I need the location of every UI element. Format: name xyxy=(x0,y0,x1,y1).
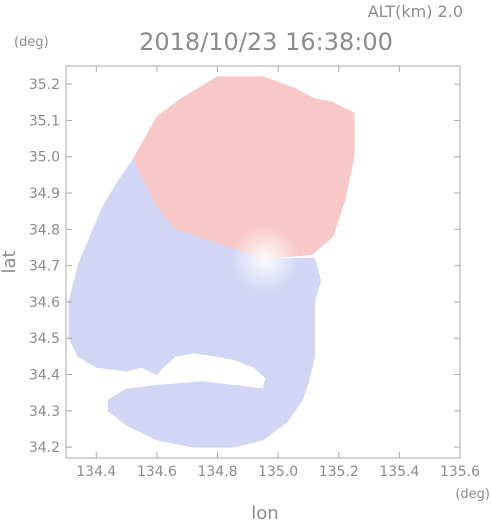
y-axis-ticks: 34.2 34.3 34.4 34.5 34.6 34.7 34.8 34.9 35.0 35.1… xyxy=(29,77,460,456)
y-tick-label: 34.2 xyxy=(29,440,60,456)
y-tick-label: 34.9 xyxy=(29,186,60,202)
y-tick-label: 34.8 xyxy=(29,222,60,238)
radar-center-glow xyxy=(231,225,299,293)
y-tick-label: 34.6 xyxy=(29,295,60,311)
x-tick-label: 134.4 xyxy=(76,464,116,480)
y-tick-label: 34.7 xyxy=(29,259,60,275)
velocity-field xyxy=(68,76,355,448)
x-tick-label: 135.2 xyxy=(319,464,359,480)
y-tick-label: 35.1 xyxy=(29,113,60,129)
y-tick-label: 34.3 xyxy=(29,404,60,420)
datetime-title: 2018/10/23 16:38:00 xyxy=(139,28,393,56)
x-tick-label: 135.6 xyxy=(440,464,480,480)
x-axis-ticks: 134.4 134.6 134.8 135.0 135.2 135.4 135.6 xyxy=(76,66,480,480)
y-unit-label: (deg) xyxy=(14,35,49,50)
y-tick-label: 34.5 xyxy=(29,331,60,347)
region-approaching xyxy=(68,159,322,448)
x-tick-label: 134.6 xyxy=(137,464,177,480)
altitude-label: ALT(km) 2.0 xyxy=(368,2,463,21)
y-tick-label: 35.0 xyxy=(29,150,60,166)
x-unit-label: (deg) xyxy=(455,487,490,502)
y-tick-label: 34.4 xyxy=(29,368,60,384)
plot-frame xyxy=(65,65,461,459)
y-tick-label: 35.2 xyxy=(29,77,60,93)
x-tick-label: 135.4 xyxy=(379,464,419,480)
x-axis-title: lon xyxy=(251,503,278,521)
x-tick-label: 135.0 xyxy=(258,464,298,480)
y-axis-title: lat xyxy=(0,250,20,273)
x-tick-label: 134.8 xyxy=(197,464,237,480)
